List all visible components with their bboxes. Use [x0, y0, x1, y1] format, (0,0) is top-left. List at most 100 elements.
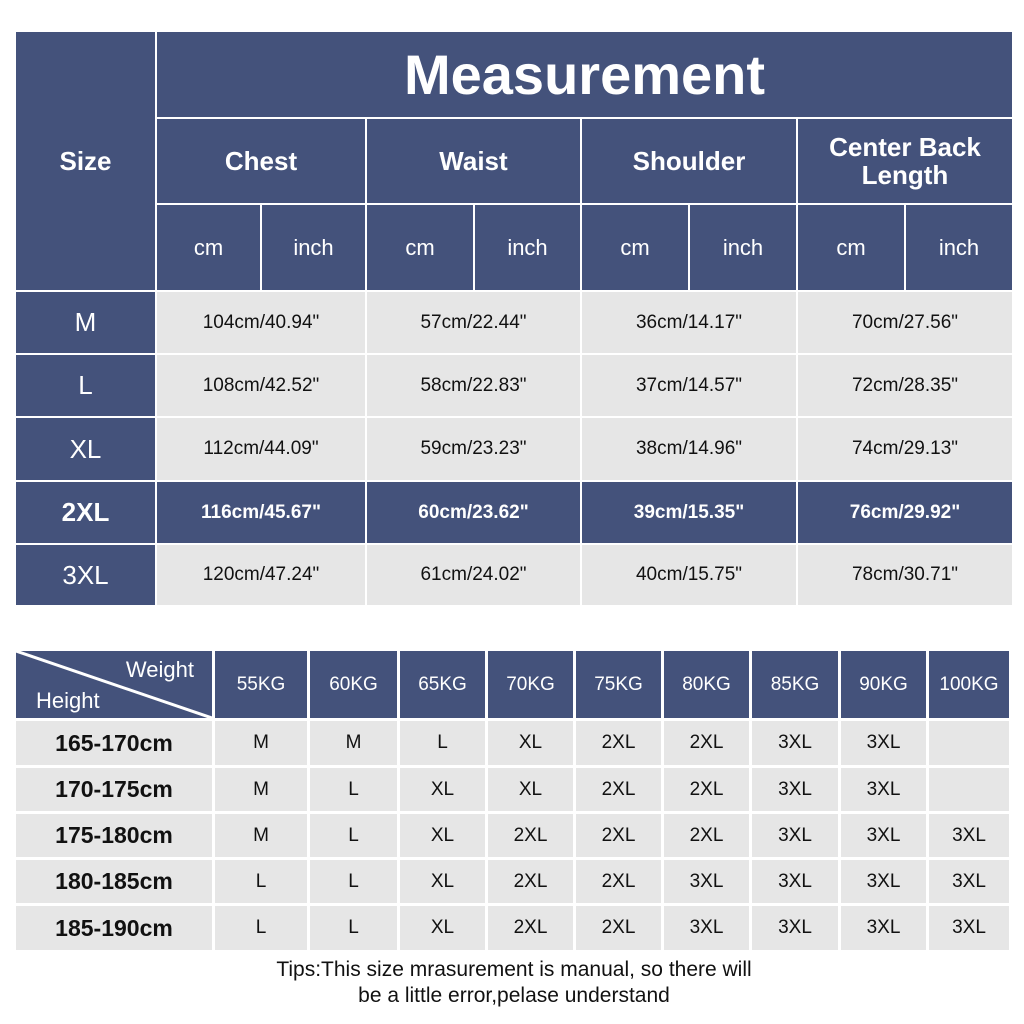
weight-header: 100KG — [929, 651, 1009, 718]
size-header: Size — [16, 32, 155, 290]
weight-header: 85KG — [752, 651, 838, 718]
recommended-size: 2XL — [664, 814, 749, 857]
corner-header: Weight Height — [16, 651, 212, 718]
measurement-value: 57cm/22.44" — [367, 292, 580, 353]
recommended-size: M — [215, 814, 307, 857]
recommended-size: 3XL — [752, 768, 838, 811]
size-label: XL — [16, 418, 155, 480]
weight-header: 90KG — [841, 651, 926, 718]
recommended-size: L — [310, 814, 397, 857]
recommended-size: XL — [488, 768, 573, 811]
recommended-size: L — [215, 906, 307, 950]
measurement-value: 116cm/45.67" — [157, 482, 365, 543]
recommended-size: L — [310, 860, 397, 903]
recommended-size: XL — [488, 721, 573, 765]
recommended-size: 3XL — [752, 721, 838, 765]
recommended-size: XL — [400, 768, 485, 811]
size-label: M — [16, 292, 155, 353]
recommended-size: 3XL — [929, 906, 1009, 950]
unit-header: cm — [367, 205, 473, 290]
height-label: Height — [36, 688, 100, 713]
recommended-size: 2XL — [488, 860, 573, 903]
size-label: L — [16, 355, 155, 416]
height-label: 180-185cm — [16, 860, 212, 903]
recommended-size: 2XL — [576, 906, 661, 950]
recommended-size — [929, 768, 1009, 811]
size-label: 3XL — [16, 545, 155, 605]
recommended-size: 3XL — [929, 814, 1009, 857]
column-group-header: Chest — [157, 119, 365, 203]
recommended-size: 2XL — [576, 768, 661, 811]
recommended-size: 2XL — [576, 860, 661, 903]
measurement-value: 60cm/23.62" — [367, 482, 580, 543]
weight-header: 65KG — [400, 651, 485, 718]
recommended-size: XL — [400, 860, 485, 903]
recommended-size: 2XL — [664, 721, 749, 765]
recommended-size: L — [400, 721, 485, 765]
recommended-size: 2XL — [576, 721, 661, 765]
measurement-value: 104cm/40.94" — [157, 292, 365, 353]
measurement-value: 72cm/28.35" — [798, 355, 1012, 416]
recommended-size: 2XL — [488, 906, 573, 950]
measurement-value: 61cm/24.02" — [367, 545, 580, 605]
recommended-size: M — [215, 721, 307, 765]
diagonal-divider — [16, 651, 212, 718]
weight-header: 75KG — [576, 651, 661, 718]
measurement-value: 112cm/44.09" — [157, 418, 365, 480]
recommended-size — [929, 721, 1009, 765]
height-label: 170-175cm — [16, 768, 212, 811]
height-label: 185-190cm — [16, 906, 212, 950]
unit-header: cm — [157, 205, 260, 290]
height-label: 165-170cm — [16, 721, 212, 765]
recommended-size: XL — [400, 906, 485, 950]
measurement-value: 39cm/15.35" — [582, 482, 796, 543]
weight-label: Weight — [125, 657, 194, 682]
measurement-value: 78cm/30.71" — [798, 545, 1012, 605]
column-group-header: Shoulder — [582, 119, 796, 203]
recommended-size: 3XL — [664, 906, 749, 950]
size-measurement-table: Size Measurement Chest cm inch Waist cm inch Sho… — [16, 32, 1012, 605]
unit-header: inch — [906, 205, 1012, 290]
tips-line-2: be a little error,pelase understand — [358, 984, 670, 1007]
recommended-size: 3XL — [841, 814, 926, 857]
measurement-value: 74cm/29.13" — [798, 418, 1012, 480]
tips-note: Tips:This size mrasurement is manual, so… — [0, 957, 1024, 1009]
recommended-size: 3XL — [752, 814, 838, 857]
recommended-size: 3XL — [841, 768, 926, 811]
column-group-header: Center Back Length — [798, 119, 1012, 203]
measurement-value: 76cm/29.92" — [798, 482, 1012, 543]
height-label: 175-180cm — [16, 814, 212, 857]
recommended-size: 3XL — [752, 860, 838, 903]
unit-header: inch — [262, 205, 365, 290]
measurement-value: 38cm/14.96" — [582, 418, 796, 480]
unit-header: inch — [475, 205, 580, 290]
unit-header: cm — [798, 205, 904, 290]
recommended-size: 3XL — [929, 860, 1009, 903]
weight-header: 55KG — [215, 651, 307, 718]
recommended-size: 3XL — [752, 906, 838, 950]
measurement-value: 120cm/47.24" — [157, 545, 365, 605]
unit-header: cm — [582, 205, 688, 290]
recommended-size: L — [215, 860, 307, 903]
recommended-size: 3XL — [664, 860, 749, 903]
recommended-size: 2XL — [664, 768, 749, 811]
recommended-size: 2XL — [576, 814, 661, 857]
column-group-header: Waist — [367, 119, 580, 203]
measurement-value: 108cm/42.52" — [157, 355, 365, 416]
unit-header: inch — [690, 205, 796, 290]
recommended-size: 2XL — [488, 814, 573, 857]
weight-header: 70KG — [488, 651, 573, 718]
table-title: Measurement — [157, 32, 1012, 117]
height-weight-size-table: Weight Height 55KG 60KG 65KG 70KG 75KG 80KG 85KG… — [16, 651, 1009, 950]
recommended-size: 3XL — [841, 860, 926, 903]
weight-header: 60KG — [310, 651, 397, 718]
recommended-size: M — [215, 768, 307, 811]
weight-header: 80KG — [664, 651, 749, 718]
recommended-size: M — [310, 721, 397, 765]
recommended-size: L — [310, 768, 397, 811]
recommended-size: 3XL — [841, 906, 926, 950]
measurement-value: 40cm/15.75" — [582, 545, 796, 605]
measurement-value: 59cm/23.23" — [367, 418, 580, 480]
measurement-value: 70cm/27.56" — [798, 292, 1012, 353]
recommended-size: XL — [400, 814, 485, 857]
